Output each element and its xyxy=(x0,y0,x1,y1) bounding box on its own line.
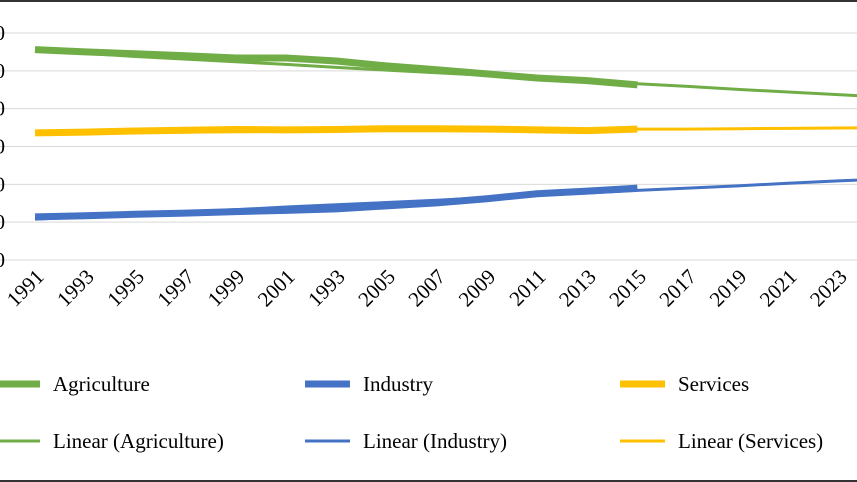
legend-label: Linear (Industry) xyxy=(363,429,507,453)
x-tick-label: 2007 xyxy=(403,265,450,312)
x-tick-label: 2001 xyxy=(253,265,300,312)
x-tick-label: 1993 xyxy=(52,265,99,312)
x-tick-label: 2013 xyxy=(554,265,601,312)
x-tick-label: 1993 xyxy=(303,265,350,312)
x-tick-label: 2021 xyxy=(755,265,802,312)
legend-label: Services xyxy=(678,372,749,396)
legend-label: Linear (Services) xyxy=(678,429,823,453)
y-tick-label: 40 xyxy=(0,97,5,121)
series-line xyxy=(34,178,857,221)
x-tick-label: 2011 xyxy=(504,265,550,311)
x-tick-label: 1995 xyxy=(102,265,149,312)
series-line xyxy=(34,126,857,135)
x-tick-label: 2005 xyxy=(353,265,400,312)
y-tick-label: 0 xyxy=(0,248,5,272)
x-tick-label: 2019 xyxy=(705,265,752,312)
legend-label: Industry xyxy=(363,372,433,396)
series-line xyxy=(34,184,638,221)
legend-label: Linear (Agriculture) xyxy=(53,429,224,453)
x-tick-label: 1991 xyxy=(2,265,49,312)
x-tick-label: 1997 xyxy=(152,265,199,312)
series-line xyxy=(34,49,857,98)
y-tick-label: 30 xyxy=(0,135,5,159)
x-tick-label: 2015 xyxy=(604,265,651,312)
legend-label: Agriculture xyxy=(53,372,150,396)
y-tick-label: 60 xyxy=(0,21,5,45)
y-tick-label: 10 xyxy=(0,210,5,234)
x-tick-label: 1999 xyxy=(203,265,250,312)
y-tick-label: 50 xyxy=(0,59,5,83)
x-tick-label: 2023 xyxy=(805,265,852,312)
y-tick-label: 20 xyxy=(0,172,5,196)
x-tick-label: 2009 xyxy=(454,265,501,312)
x-tick-label: 2017 xyxy=(654,265,701,312)
